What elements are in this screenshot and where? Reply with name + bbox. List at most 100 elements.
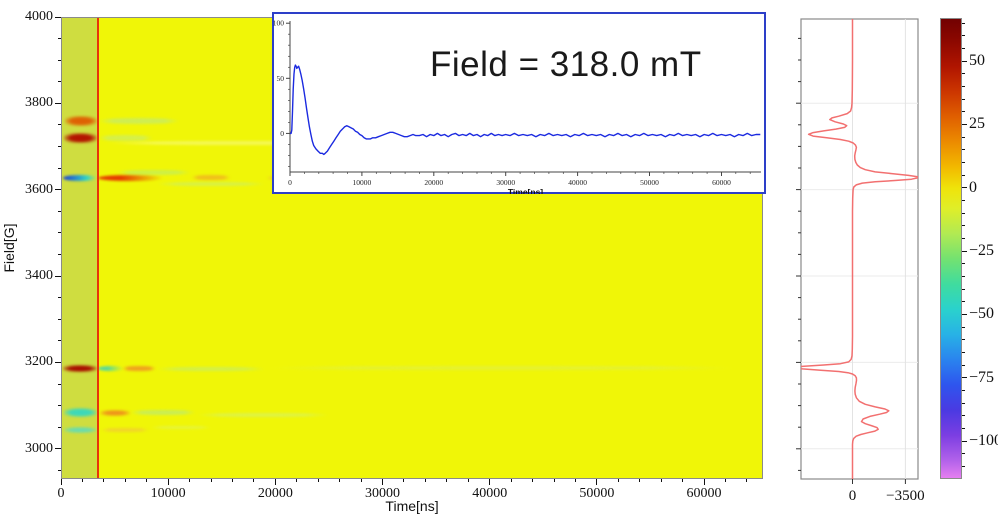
- y-minor-tick: [58, 232, 61, 234]
- inset-x-axis-label: Time[ns]: [508, 187, 543, 194]
- x-minor-tick: [660, 479, 662, 482]
- colorbar-tick-label: −75: [969, 368, 995, 386]
- y-minor-tick: [58, 124, 61, 126]
- inset-x-tick-label: 60000: [712, 178, 731, 187]
- colorbar-minor-tick: [962, 364, 965, 366]
- y-tick: [55, 189, 61, 191]
- heatmap-feature: [97, 174, 164, 181]
- x-tick-label: 20000: [257, 486, 293, 501]
- x-tick: [703, 479, 705, 485]
- colorbar-minor-tick: [962, 149, 965, 151]
- y-axis-label: Field[G]: [1, 223, 17, 273]
- x-minor-tick: [339, 479, 341, 482]
- colorbar-minor-tick: [962, 225, 965, 227]
- y-minor-tick: [58, 167, 61, 169]
- colorbar-minor-tick: [962, 47, 965, 49]
- x-tick-label: 10000: [150, 486, 186, 501]
- spectrum-x-tick-label: 0: [849, 488, 857, 504]
- inset-x-tick-label: 0: [288, 178, 292, 187]
- heatmap-feature: [122, 366, 157, 371]
- x-minor-tick: [403, 479, 405, 482]
- colorbar-minor-tick: [962, 301, 965, 303]
- y-minor-tick: [58, 253, 61, 255]
- x-tick: [167, 479, 169, 485]
- x-tick-label: 40000: [472, 486, 508, 501]
- colorbar-tick: [962, 250, 967, 252]
- x-minor-tick: [124, 479, 126, 482]
- inset-panel: 0 50 100 0 10000 20000 30000 40000 50000 60000 Tim…: [272, 12, 766, 194]
- colorbar-minor-tick: [962, 136, 965, 138]
- heatmap-feature: [64, 116, 98, 126]
- x-tick: [382, 479, 384, 485]
- inset-plot: 0 50 100 0 10000 20000 30000 40000 50000 60000 Tim…: [272, 12, 766, 194]
- x-minor-tick: [317, 479, 319, 482]
- heatmap-feature: [97, 135, 154, 141]
- x-minor-tick: [360, 479, 362, 482]
- colorbar-minor-tick: [962, 73, 965, 75]
- x-tick: [596, 479, 598, 485]
- inset-y-tick-label: 0: [280, 129, 284, 138]
- x-tick-label: 50000: [579, 486, 615, 501]
- spectrum-plot: 0 −3500: [796, 18, 925, 504]
- y-minor-tick: [58, 59, 61, 61]
- x-minor-tick: [682, 479, 684, 482]
- x-tick: [274, 479, 276, 485]
- time-cursor-line[interactable]: [96, 18, 99, 478]
- x-tick: [489, 479, 491, 485]
- colorbar-minor-tick: [962, 22, 965, 24]
- y-minor-tick: [58, 469, 61, 471]
- y-minor-tick: [58, 81, 61, 83]
- x-minor-tick: [296, 479, 298, 482]
- inset-x-tick-label: 10000: [353, 178, 372, 187]
- y-tick-label: 3000: [25, 440, 53, 456]
- y-tick-label: 3600: [25, 181, 53, 197]
- colorbar-tick-label: 25: [969, 115, 985, 133]
- x-minor-tick: [724, 479, 726, 482]
- x-minor-tick: [424, 479, 426, 482]
- x-minor-tick: [253, 479, 255, 482]
- spectrum-panel: 0 −3500: [783, 12, 953, 517]
- colorbar-minor-tick: [962, 111, 965, 113]
- heatmap-feature: [97, 365, 125, 372]
- x-minor-tick: [467, 479, 469, 482]
- colorbar-tick-label: −50: [969, 305, 995, 323]
- inset-y-tick-label: 50: [277, 74, 285, 83]
- x-tick-label: 30000: [365, 486, 401, 501]
- spectrum-x-tick-label: −3500: [886, 488, 924, 504]
- inset-x-tick-label: 30000: [496, 178, 515, 187]
- x-minor-tick: [446, 479, 448, 482]
- field-annotation: Field = 318.0 mT: [430, 45, 702, 84]
- heatmap-feature: [63, 132, 98, 144]
- x-minor-tick: [532, 479, 534, 482]
- inset-border: [272, 12, 766, 194]
- y-tick: [55, 361, 61, 363]
- colorbar-minor-tick: [962, 389, 965, 391]
- colorbar-minor-tick: [962, 427, 965, 429]
- heatmap-feature: [104, 141, 384, 146]
- heatmap-feature: [265, 366, 738, 370]
- x-minor-tick: [617, 479, 619, 482]
- y-tick: [55, 16, 61, 18]
- colorbar-minor-tick: [962, 453, 965, 455]
- colorbar-minor-tick: [962, 174, 965, 176]
- colorbar-minor-tick: [962, 35, 965, 37]
- y-minor-tick: [58, 318, 61, 320]
- y-tick: [55, 448, 61, 450]
- heatmap-feature: [97, 117, 180, 124]
- inset-y-tick-label: 100: [273, 19, 285, 28]
- colorbar-tick-label: −25: [969, 242, 995, 260]
- colorbar-minor-tick: [962, 85, 965, 87]
- inset-x-tick-label: 20000: [424, 178, 443, 187]
- colorbar-minor-tick: [962, 402, 965, 404]
- x-minor-tick: [146, 479, 148, 482]
- x-minor-tick: [210, 479, 212, 482]
- heatmap-feature: [115, 170, 191, 175]
- heatmap-feature: [64, 426, 98, 434]
- y-minor-tick: [58, 426, 61, 428]
- y-minor-tick: [58, 210, 61, 212]
- y-tick-label: 3400: [25, 268, 53, 284]
- y-minor-tick: [58, 297, 61, 299]
- x-minor-tick: [553, 479, 555, 482]
- colorbar-minor-tick: [962, 199, 965, 201]
